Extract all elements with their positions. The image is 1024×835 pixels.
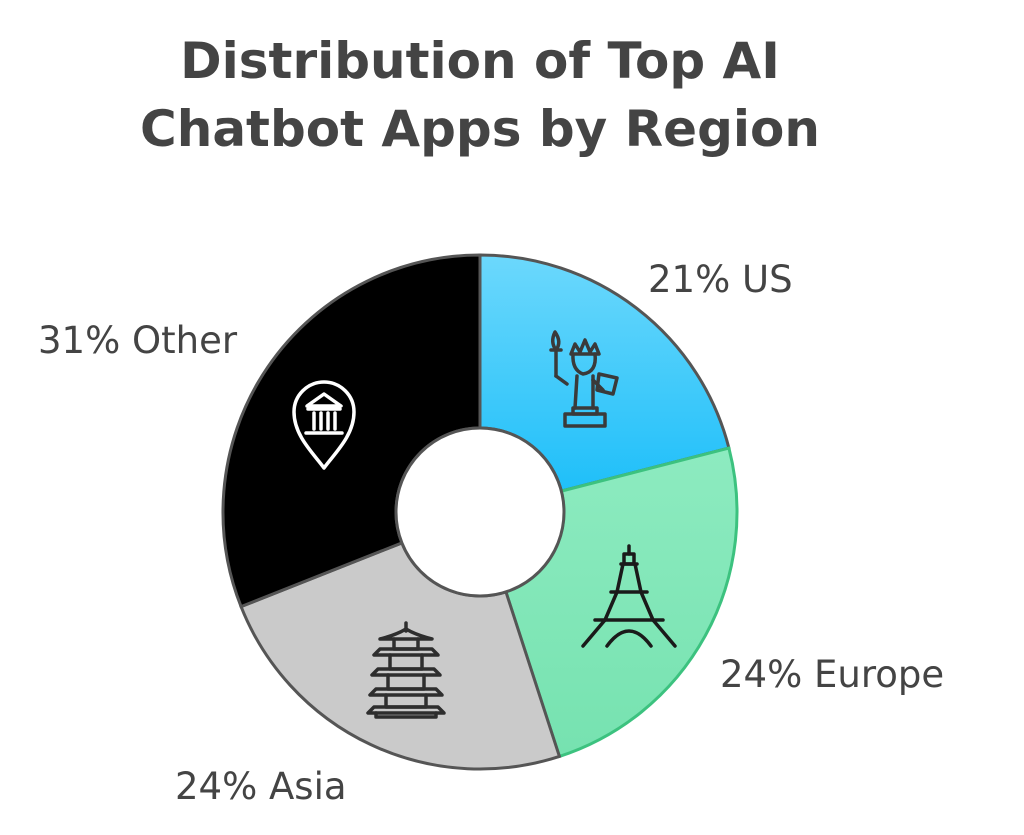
chart-title-line-1: Distribution of Top AI: [180, 32, 780, 90]
chart-title-line-2: Chatbot Apps by Region: [140, 100, 820, 158]
slice-label-other: 31% Other: [38, 319, 238, 362]
eiffel-tower-icon: [581, 544, 677, 648]
statue-of-liberty-icon: [549, 330, 619, 428]
landmark-pin-icon: [292, 380, 356, 470]
slice-label-asia: 24% Asia: [175, 765, 347, 808]
donut-hole: [394, 426, 566, 598]
pagoda-icon: [366, 621, 446, 719]
slices: [221, 253, 739, 771]
slice-label-us: 21% US: [648, 258, 793, 301]
slice-label-europe: 24% Europe: [720, 653, 944, 696]
